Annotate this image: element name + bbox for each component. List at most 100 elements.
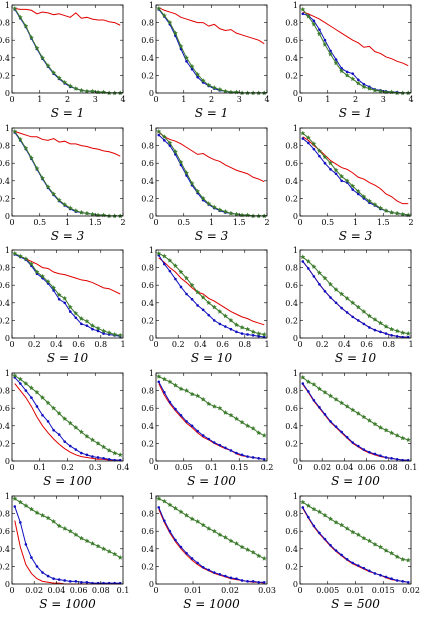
- data-point: [372, 541, 378, 547]
- data-point: [28, 155, 34, 161]
- data-point: [394, 554, 400, 559]
- data-point: [52, 577, 55, 581]
- data-point: [400, 435, 406, 441]
- data-point: [46, 574, 50, 578]
- data-point: [85, 580, 89, 584]
- y-tick-label: 0: [293, 580, 298, 589]
- data-point: [84, 318, 90, 324]
- y-tick-label: 0.4: [0, 177, 10, 186]
- data-point: [372, 316, 378, 322]
- subplot-12: 0 0.02 0.04 0.06 0.08 0.1 0 0.2 0.4 0.6 0.8 1 S = 10…: [285, 369, 417, 488]
- data-point: [235, 330, 238, 334]
- data-point: [89, 211, 96, 217]
- plot-frame: [155, 495, 268, 585]
- x-tick-label: 0.06: [358, 463, 376, 472]
- subplot-6: 0 0.5 1 1.5 2 0 0.2 0.4 0.6 0.8 1 S = 3: [285, 124, 413, 243]
- x-tick-label: 1: [65, 218, 70, 227]
- data-point: [168, 400, 172, 404]
- series-line-1: [302, 384, 409, 461]
- y-tick-label: 0: [293, 457, 298, 466]
- data-point: [344, 178, 350, 183]
- x-tick-label: 0.4: [117, 463, 130, 472]
- x-tick-label: 0: [297, 95, 302, 104]
- data-point: [389, 430, 395, 436]
- data-point: [190, 424, 194, 428]
- data-point: [52, 289, 55, 292]
- data-point: [345, 435, 349, 439]
- data-point: [373, 452, 377, 456]
- data-point: [41, 571, 44, 574]
- y-tick-label: 0.6: [0, 281, 10, 290]
- data-point: [163, 139, 166, 142]
- plot-frame: [11, 127, 124, 217]
- subplot-9: 0 0.2 0.4 0.6 0.8 1 0 0.2 0.4 0.6 0.8 1 S = 10: [285, 246, 413, 365]
- x-tick-label: 0.1: [205, 463, 218, 472]
- data-point: [340, 306, 343, 310]
- data-point: [366, 417, 372, 423]
- data-point: [322, 154, 328, 160]
- y-tick-label: 0: [293, 212, 298, 221]
- series-line-1: [302, 136, 409, 205]
- data-point: [361, 84, 367, 90]
- data-point: [333, 286, 339, 292]
- data-point: [250, 329, 256, 335]
- y-tick-label: 0.8: [0, 264, 10, 273]
- y-tick-label: 0.2: [141, 316, 154, 325]
- data-point: [63, 301, 67, 305]
- series-line-2: [302, 507, 409, 583]
- data-point: [257, 334, 260, 338]
- data-point: [245, 423, 251, 428]
- data-point: [73, 85, 79, 91]
- data-point: [261, 555, 267, 561]
- data-point: [117, 554, 123, 560]
- x-tick-label: 0.8: [382, 340, 395, 349]
- y-tick-label: 0.4: [141, 299, 154, 308]
- x-tick-label: 0.2: [172, 340, 185, 349]
- data-point: [179, 545, 183, 549]
- x-tick-label: 0.5: [177, 218, 190, 227]
- data-point: [62, 525, 68, 531]
- data-point: [19, 382, 22, 385]
- y-tick-label: 1: [293, 492, 298, 501]
- data-point: [312, 147, 316, 151]
- data-point: [172, 149, 178, 154]
- y-tick-label: 0.2: [285, 439, 298, 448]
- data-point: [57, 433, 61, 436]
- data-point: [73, 208, 79, 213]
- x-tick-label: 0.01: [184, 586, 202, 595]
- data-point: [401, 580, 404, 583]
- y-tick-label: 0: [149, 334, 154, 343]
- data-point: [327, 51, 334, 57]
- data-point: [23, 145, 29, 151]
- data-point: [62, 79, 68, 85]
- data-point: [28, 261, 34, 267]
- data-point: [211, 85, 217, 90]
- data-point: [305, 134, 311, 140]
- subplot-5: 0 0.5 1 1.5 2 0 0.2 0.4 0.6 0.8 1 S = 3: [141, 124, 269, 243]
- data-point: [217, 308, 223, 314]
- y-tick-label: 0.8: [0, 387, 10, 396]
- data-point: [34, 389, 40, 395]
- data-point: [78, 209, 84, 215]
- data-point: [45, 63, 51, 68]
- y-tick-label: 0.4: [0, 54, 10, 63]
- x-tick-label: 4: [120, 95, 125, 104]
- data-point: [172, 382, 178, 388]
- y-tick-label: 0.6: [285, 281, 298, 290]
- data-point: [167, 19, 173, 25]
- x-tick-label: 0.6: [216, 340, 229, 349]
- x-tick-label: 1.5: [377, 218, 390, 227]
- data-point: [73, 310, 79, 316]
- x-tick-label: 1: [353, 218, 358, 227]
- data-point: [390, 457, 393, 460]
- data-point: [366, 198, 372, 204]
- data-point: [311, 381, 317, 387]
- x-tick-label: 1: [37, 95, 42, 104]
- data-point: [301, 12, 305, 16]
- data-point: [102, 332, 105, 335]
- x-tick-label: 0.4: [338, 340, 351, 349]
- data-point: [201, 308, 205, 312]
- data-point: [23, 380, 29, 386]
- data-point: [189, 282, 195, 288]
- y-tick-label: 0.2: [285, 562, 298, 571]
